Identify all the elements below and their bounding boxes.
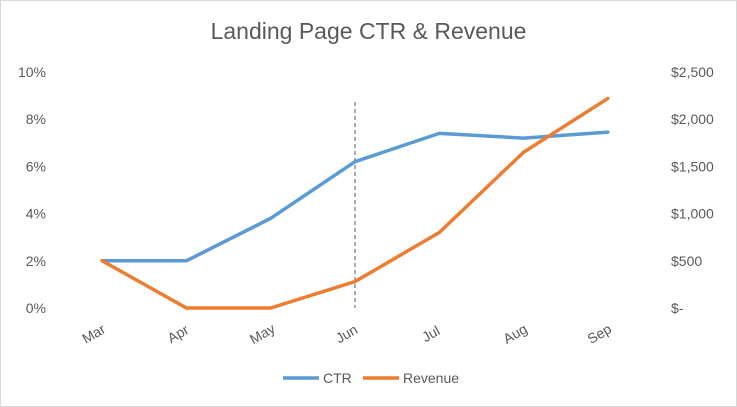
right-tick-label: $1,000 bbox=[671, 206, 714, 222]
left-tick-label: 8% bbox=[26, 111, 46, 127]
right-tick-label: $500 bbox=[671, 253, 702, 269]
chart-title: Landing Page CTR & Revenue bbox=[210, 18, 527, 44]
right-tick-label: $1,500 bbox=[671, 158, 714, 174]
series-line-revenue bbox=[100, 96, 610, 310]
left-tick-label: 0% bbox=[26, 300, 46, 316]
x-tick-label: Sep bbox=[585, 320, 615, 346]
x-tick-label: Aug bbox=[500, 321, 530, 347]
left-tick-label: 10% bbox=[18, 64, 46, 80]
left-tick-label: 2% bbox=[26, 253, 46, 269]
x-axis: Mar Apr May Jun Jul Aug Sep bbox=[79, 320, 614, 347]
right-axis: $- $500 $1,000 $1,500 $2,000 $2,500 bbox=[671, 64, 714, 316]
x-tick-label: May bbox=[247, 320, 278, 347]
legend: CTR Revenue bbox=[283, 370, 459, 386]
x-tick-label: Mar bbox=[79, 321, 108, 347]
right-tick-label: $- bbox=[671, 300, 684, 316]
series-group bbox=[100, 96, 610, 310]
x-tick-label: Apr bbox=[164, 321, 191, 346]
left-axis: 0% 2% 4% 6% 8% 10% bbox=[18, 64, 46, 316]
left-tick-label: 4% bbox=[26, 206, 46, 222]
series-line-ctr bbox=[100, 130, 610, 263]
legend-label: Revenue bbox=[403, 370, 459, 386]
x-tick-label: Jun bbox=[333, 321, 361, 346]
right-tick-label: $2,000 bbox=[671, 111, 714, 127]
x-tick-label: Jul bbox=[419, 322, 443, 345]
left-tick-label: 6% bbox=[26, 158, 46, 174]
right-tick-label: $2,500 bbox=[671, 64, 714, 80]
legend-label: CTR bbox=[323, 370, 352, 386]
